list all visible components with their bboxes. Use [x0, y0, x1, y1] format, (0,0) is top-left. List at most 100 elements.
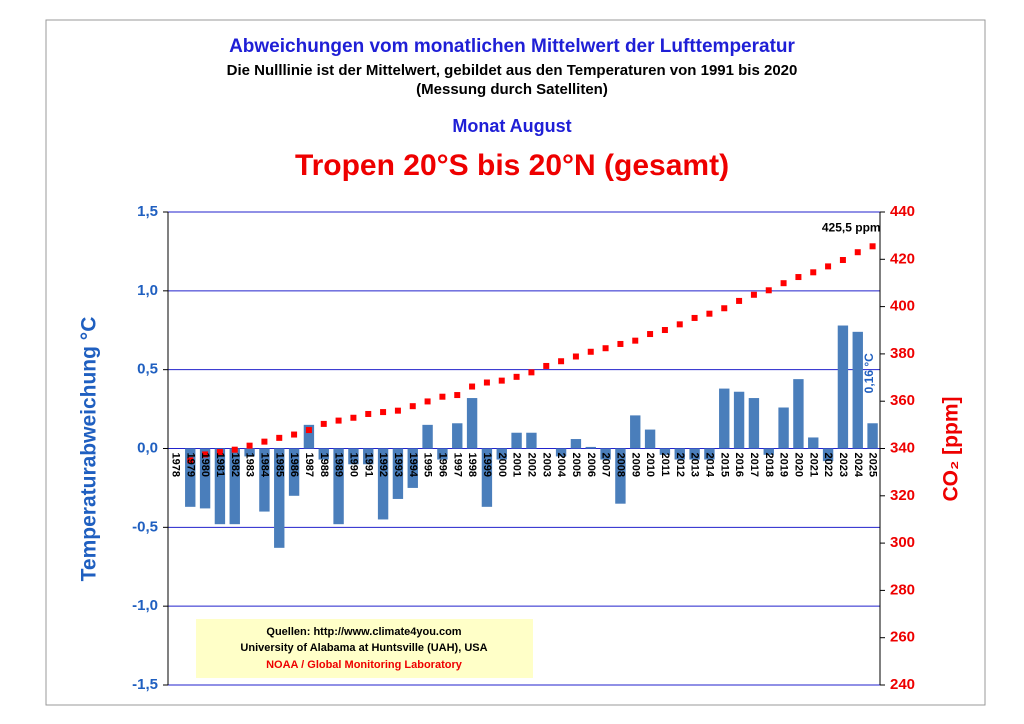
co2-dot	[498, 377, 505, 384]
x-tick-label: 1996	[437, 453, 449, 477]
co2-dot	[587, 348, 594, 355]
bar	[229, 448, 240, 525]
region-label: Tropen 20°S bis 20°N (gesamt)	[295, 149, 729, 182]
x-tick-label: 1983	[244, 453, 256, 477]
x-tick-label: 1982	[229, 453, 241, 477]
co2-dot	[439, 393, 446, 400]
x-tick-label: 1992	[377, 453, 389, 477]
y2-axis-label: CO₂ [ppm]	[940, 397, 963, 502]
x-tick-label: 2024	[852, 453, 864, 478]
bar	[585, 446, 596, 449]
y2-tick-label: 260	[890, 629, 915, 646]
x-tick-label: 2015	[718, 453, 730, 477]
co2-dot	[216, 449, 223, 456]
co2-dot	[291, 431, 298, 438]
bar	[778, 407, 789, 449]
co2-dot	[825, 263, 832, 270]
y-axis-label: Temperaturabweichung °C	[78, 317, 101, 582]
bar	[303, 424, 315, 449]
chart-frame	[45, 19, 986, 706]
bar	[674, 448, 685, 460]
bar	[422, 424, 433, 449]
x-tick-label: 2011	[659, 453, 671, 477]
x-tick-label: 1993	[392, 453, 404, 477]
co2-dot	[483, 379, 490, 386]
co2-dot	[380, 409, 387, 416]
bar	[808, 437, 819, 449]
co2-dot	[528, 369, 535, 376]
x-tick-label: 2014	[704, 453, 716, 478]
co2-dot	[617, 340, 624, 347]
chart-subtitle: (Messung durch Satelliten)	[416, 81, 608, 98]
bar	[570, 439, 582, 449]
co2-dot	[409, 403, 416, 410]
bar	[214, 448, 226, 525]
bar	[719, 388, 730, 449]
co2-dot	[350, 414, 357, 421]
co2-dot	[854, 249, 861, 256]
x-tick-label: 1988	[318, 453, 330, 477]
x-tick-label: 2003	[540, 453, 552, 477]
bar	[822, 448, 834, 462]
co2-dot	[736, 297, 743, 304]
bar	[763, 448, 774, 455]
x-tick-label: 1994	[407, 453, 419, 478]
bar	[689, 448, 700, 460]
y-tick-label: 0,0	[137, 439, 158, 456]
bar	[644, 429, 656, 449]
y2-tick-label: 420	[890, 250, 915, 267]
co2-dot	[261, 438, 268, 445]
bar	[511, 432, 522, 449]
x-tick-label: 2018	[763, 453, 775, 477]
bar	[363, 448, 374, 465]
x-tick-label: 2016	[733, 453, 745, 477]
co2-dot	[394, 407, 401, 414]
source-box	[196, 619, 533, 678]
x-tick-label: 1995	[422, 453, 434, 477]
co2-dot	[320, 420, 327, 427]
co2-dot	[721, 305, 728, 312]
bar	[481, 448, 493, 507]
bar	[704, 448, 715, 460]
bar	[348, 448, 359, 465]
x-tick-label: 2007	[600, 453, 612, 477]
co2-dot	[706, 310, 713, 317]
bar	[526, 432, 537, 449]
co2-dot	[187, 457, 194, 464]
y-tick-label: -1,5	[132, 676, 158, 693]
co2-dot	[276, 434, 283, 441]
bar	[392, 448, 404, 499]
co2-dot	[839, 257, 846, 264]
y2-tick-label: 440	[890, 203, 915, 220]
bar	[837, 325, 849, 449]
x-tick-label: 2008	[615, 453, 627, 477]
y-tick-label: 1,5	[137, 203, 158, 220]
chart-subtitle: Die Nulllinie ist der Mittelwert, gebild…	[227, 62, 798, 79]
y-tick-label: 0,5	[137, 361, 158, 378]
y2-tick-label: 280	[890, 581, 915, 598]
co2-dot	[632, 337, 639, 344]
x-tick-label: 1981	[214, 453, 226, 477]
x-tick-label: 2012	[674, 453, 686, 477]
co2-dot	[647, 331, 654, 338]
co2-dot	[602, 345, 609, 352]
co2-dot	[750, 291, 757, 298]
co2-dot	[543, 362, 550, 369]
bar	[615, 448, 626, 504]
x-tick-label: 1984	[259, 453, 271, 478]
bar	[199, 448, 211, 509]
x-tick-label: 1997	[451, 453, 463, 477]
co2-dot	[558, 358, 565, 365]
y2-tick-label: 380	[890, 345, 915, 362]
bar	[244, 448, 255, 457]
x-tick-label: 2005	[570, 453, 582, 477]
x-tick-label: 1991	[362, 453, 374, 477]
bar	[333, 448, 344, 525]
x-tick-label: 2002	[526, 453, 538, 477]
x-tick-label: 1989	[333, 453, 345, 477]
co2-dot	[869, 243, 876, 250]
bar	[748, 398, 760, 449]
co2-dot	[795, 274, 802, 281]
co2-dot	[780, 280, 787, 287]
